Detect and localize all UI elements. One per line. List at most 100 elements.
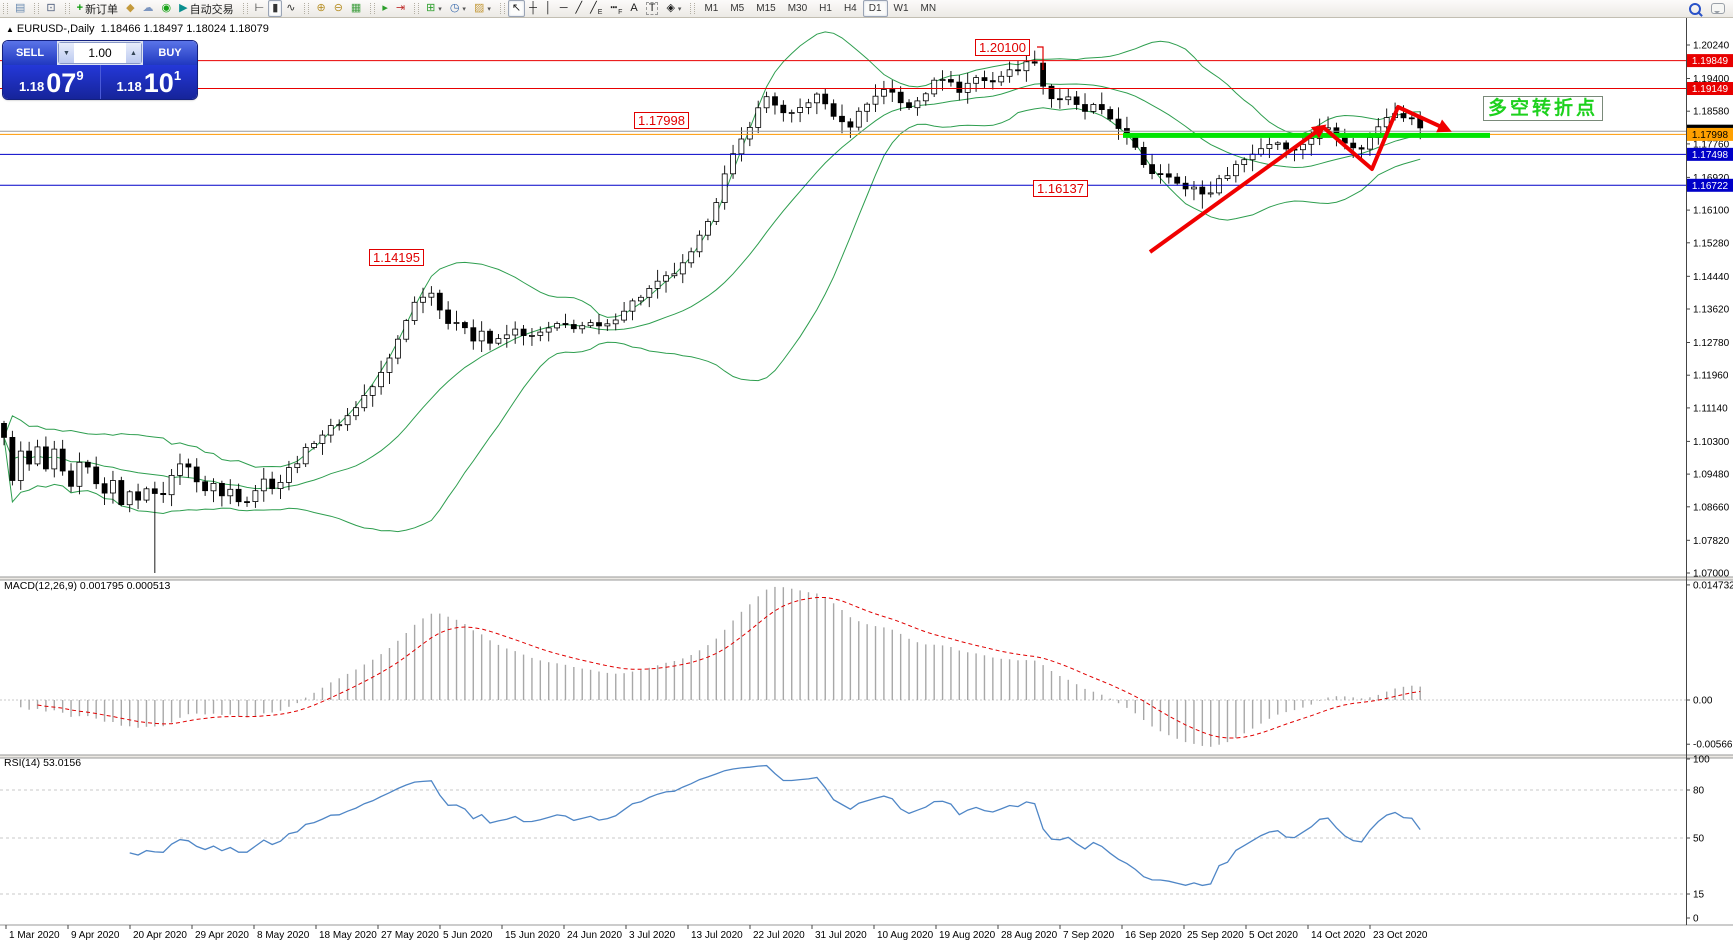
buy-price-sup: 1 xyxy=(173,68,182,83)
svg-text:8 May 2020: 8 May 2020 xyxy=(257,930,310,941)
chart-shift-button[interactable]: ⇥ xyxy=(392,0,409,17)
volume-increase-button[interactable]: ▲ xyxy=(126,43,141,63)
time-axis[interactable] xyxy=(0,925,1733,943)
svg-text:1.17998: 1.17998 xyxy=(1692,130,1729,141)
signals-icon[interactable]: ◉ xyxy=(158,0,176,17)
vertical-line-button[interactable]: │ xyxy=(541,0,556,17)
icon-subscript: E xyxy=(597,9,603,16)
zoom-in-button[interactable]: ⊕ xyxy=(312,0,329,17)
volume-decrease-button[interactable]: ▼ xyxy=(59,43,74,63)
zoom-out-button[interactable]: ⊖ xyxy=(330,0,347,17)
eraser-icon[interactable]: ◆ xyxy=(122,0,138,17)
timeframe-m1-button[interactable]: M1 xyxy=(704,3,719,14)
cloud-icon[interactable]: ☁ xyxy=(139,0,158,17)
svg-text:1.17498: 1.17498 xyxy=(1692,150,1729,161)
new-chart-icon[interactable]: ▤ xyxy=(11,0,29,17)
rsi-indicator-label: RSI(14) 53.0156 xyxy=(4,757,82,769)
svg-text:18 May 2020: 18 May 2020 xyxy=(319,930,377,941)
crosshair-button[interactable]: ┼ xyxy=(525,0,541,17)
new-order-button[interactable]: + 新订单 xyxy=(73,0,122,17)
candle-chart-button[interactable]: ▮ xyxy=(268,0,283,17)
text-label-button[interactable]: T xyxy=(642,0,663,17)
collapse-arrow-icon[interactable]: ▲ xyxy=(6,25,14,34)
templates-button: ▨ xyxy=(473,2,485,14)
trendline-button[interactable]: ╱ xyxy=(572,0,587,17)
svg-text:5 Oct 2020: 5 Oct 2020 xyxy=(1249,930,1298,941)
pivot-note-label[interactable]: 多空转折点 xyxy=(1483,96,1604,121)
svg-text:7 Sep 2020: 7 Sep 2020 xyxy=(1063,930,1115,941)
chevron-down-icon[interactable]: ▾ xyxy=(462,5,466,13)
svg-text:1.19849: 1.19849 xyxy=(1692,56,1729,67)
sell-button[interactable]: SELL xyxy=(3,41,57,65)
svg-text:1.10300: 1.10300 xyxy=(1693,437,1730,448)
timeframe-m30-button[interactable]: M30 xyxy=(787,3,808,14)
fibonacci-button[interactable]: ┅ F xyxy=(606,0,626,17)
channel-button: ╱ xyxy=(590,2,597,14)
text-button[interactable]: A xyxy=(626,0,641,17)
svg-text:0.00: 0.00 xyxy=(1693,696,1713,707)
toolbar-group-window: ▤ xyxy=(0,1,31,17)
buy-button[interactable]: BUY xyxy=(143,41,197,65)
svg-text:1.16722: 1.16722 xyxy=(1692,181,1729,192)
svg-text:19 Aug 2020: 19 Aug 2020 xyxy=(939,930,996,941)
tick-chart-button[interactable]: ⊢ xyxy=(251,0,269,17)
periods-button: ◷ xyxy=(449,2,460,14)
chevron-down-icon[interactable]: ▾ xyxy=(438,5,442,13)
chart-plot[interactable]: 1.20240 1.19400 1.18580 1.17760 1.16920 1.161… xyxy=(0,18,1733,943)
horizontal-line-button[interactable]: ─ xyxy=(556,0,572,17)
svg-text:1.14440: 1.14440 xyxy=(1693,272,1730,283)
svg-text:16 Sep 2020: 16 Sep 2020 xyxy=(1125,930,1182,941)
auto-scroll-button[interactable]: ▸ xyxy=(378,0,392,17)
shapes-button: ◈ xyxy=(666,2,675,14)
svg-text:1.15280: 1.15280 xyxy=(1693,238,1730,249)
price-level-label[interactable]: 1.17998 xyxy=(634,112,689,129)
svg-text:22 Jul 2020: 22 Jul 2020 xyxy=(753,930,805,941)
drag-handle xyxy=(499,3,505,14)
timeframe-w1-button[interactable]: W1 xyxy=(893,3,909,14)
chat-icon[interactable] xyxy=(1711,3,1725,14)
price-level-label[interactable]: 1.20100 xyxy=(975,39,1030,56)
volume-field-wrap: ▼ ▲ xyxy=(58,42,142,64)
timeframe-m15-button[interactable]: M15 xyxy=(756,3,776,14)
timeframe-d1-button[interactable]: D1 xyxy=(862,0,888,17)
timeframe-h1-button[interactable]: H1 xyxy=(819,3,832,14)
buy-price[interactable]: 1.18 10 1 xyxy=(99,65,198,99)
autotrading-button[interactable]: ▶ 自动交易 xyxy=(175,0,237,17)
toolbar-group-profiles: ⊡ xyxy=(31,1,61,17)
candle-chart-button: ▮ xyxy=(272,2,279,14)
templates-button[interactable]: ▨ ▾ xyxy=(470,0,495,17)
profiles-icon: ⊡ xyxy=(46,2,56,14)
svg-text:27 May 2020: 27 May 2020 xyxy=(381,930,439,941)
chevron-down-icon[interactable]: ▾ xyxy=(677,5,682,13)
tile-windows-button[interactable]: ▦ xyxy=(347,0,365,17)
line-chart-button[interactable]: ∿ xyxy=(282,0,299,17)
ohlc-values: 1.18466 1.18497 1.18024 1.18079 xyxy=(100,23,269,35)
toolbar-group-chart-types: ⊢ ▮ ∿ xyxy=(240,0,302,17)
indicators-button[interactable]: ⊞ ▾ xyxy=(422,0,446,17)
cursor-button[interactable]: ↖ xyxy=(507,0,526,17)
periods-button[interactable]: ◷ ▾ xyxy=(446,0,470,17)
crosshair-button: ┼ xyxy=(529,2,537,14)
sell-price[interactable]: 1.18 07 9 xyxy=(3,65,100,99)
svg-text:29 Apr 2020: 29 Apr 2020 xyxy=(195,930,249,941)
volume-input[interactable] xyxy=(74,45,126,61)
price-level-label[interactable]: 1.14195 xyxy=(369,249,424,266)
svg-text:1.11960: 1.11960 xyxy=(1693,371,1729,382)
fibonacci-button: ┅ xyxy=(610,2,618,14)
main-toolbar: ▤ ⊡ + 新订单 ◆ ☁ ◉ ▶ 自动交易 ⊢ ▮ ∿ ⊕ ⊖ ▦ ▸ ⇥ ⊞ ▾ ◷ ▾ ▨ ▾ ↖ ┼ │ ─ ╱ ╱ E ┅ F A T ◈… xyxy=(0,0,1733,18)
drag-handle xyxy=(414,3,420,14)
svg-text:25 Sep 2020: 25 Sep 2020 xyxy=(1187,930,1244,941)
price-axis[interactable] xyxy=(1686,18,1733,925)
autotrading-button-label: 自动交易 xyxy=(189,3,234,16)
channel-button[interactable]: ╱ E xyxy=(586,0,606,17)
timeframe-mn-button[interactable]: MN xyxy=(920,3,937,14)
search-icon[interactable] xyxy=(1689,2,1701,15)
price-level-label[interactable]: 1.16137 xyxy=(1033,180,1088,197)
chevron-down-icon[interactable]: ▾ xyxy=(487,5,491,13)
profiles-icon[interactable]: ⊡ xyxy=(42,0,59,17)
svg-text:15: 15 xyxy=(1693,890,1705,901)
shapes-button[interactable]: ◈ ▾ xyxy=(662,0,685,17)
timeframe-h4-button[interactable]: H4 xyxy=(843,3,857,14)
new-order-button-label: 新订单 xyxy=(85,3,119,16)
timeframe-m5-button[interactable]: M5 xyxy=(730,3,745,14)
